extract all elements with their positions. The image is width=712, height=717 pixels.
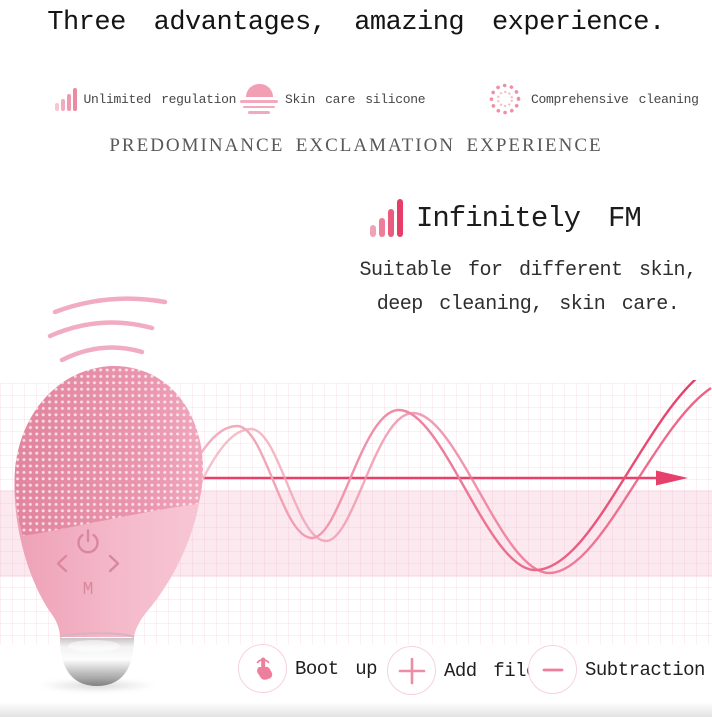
- fm-subtitle-line2: deep cleaning, skin care.: [376, 293, 680, 316]
- circle-outline: [387, 646, 436, 695]
- minus-icon: [542, 668, 563, 671]
- control-label: Boot up: [295, 657, 378, 680]
- chrome-highlight: [68, 640, 120, 652]
- power-icon[interactable]: [77, 533, 99, 554]
- arrow-head: [656, 470, 688, 486]
- feature-label: Comprehensive cleaning: [531, 91, 699, 107]
- sine-wave-1: [149, 380, 697, 572]
- fm-heading-block: Infinitely FM: [370, 199, 642, 237]
- control-add-file: Add file: [387, 646, 537, 695]
- brush-bristles-texture: [14, 366, 203, 536]
- fm-heading: Infinitely FM: [416, 201, 642, 235]
- feature-skin-care-silicone: Skin care silicone: [240, 80, 426, 118]
- feature-comprehensive-cleaning: Comprehensive cleaning: [486, 80, 699, 118]
- frequency-wave-graphic: [148, 380, 712, 575]
- silicone-dome-icon: [240, 84, 278, 114]
- tap-icon: [256, 657, 272, 680]
- control-subtraction: Subtraction: [528, 645, 705, 694]
- feature-label: Unlimited regulation: [83, 91, 237, 107]
- dotted-circle-icon: [489, 83, 521, 115]
- control-boot-up: Boot up: [238, 644, 378, 693]
- sine-wave-2: [163, 387, 712, 575]
- vibration-arcs-icon: [47, 296, 168, 363]
- facial-cleansing-device: M: [14, 366, 204, 686]
- bottom-shadow-gradient: [0, 702, 712, 717]
- circle-outline: [528, 645, 577, 694]
- chevron-left-icon[interactable]: [56, 554, 68, 573]
- device-shadow: [38, 679, 156, 692]
- chevron-right-icon[interactable]: [108, 554, 120, 573]
- feature-unlimited-regulation: Unlimited regulation: [55, 80, 236, 118]
- device-mode-letter[interactable]: M: [83, 580, 94, 600]
- control-label: Add file: [444, 659, 537, 682]
- subheadline: PREDOMINANCE EXCLAMATION EXPERIENCE: [109, 135, 603, 156]
- signal-bars-icon: [370, 199, 403, 237]
- plus-icon: [398, 657, 425, 684]
- signal-bars-icon: [55, 87, 77, 111]
- feature-label: Skin care silicone: [285, 91, 426, 107]
- circle-outline: [238, 644, 287, 693]
- device-base-seam: [59, 632, 135, 638]
- page-title: Three advantages, amazing experience.: [47, 8, 665, 38]
- control-label: Subtraction: [585, 658, 705, 681]
- fm-subtitle-line1: Suitable for different skin,: [359, 259, 697, 282]
